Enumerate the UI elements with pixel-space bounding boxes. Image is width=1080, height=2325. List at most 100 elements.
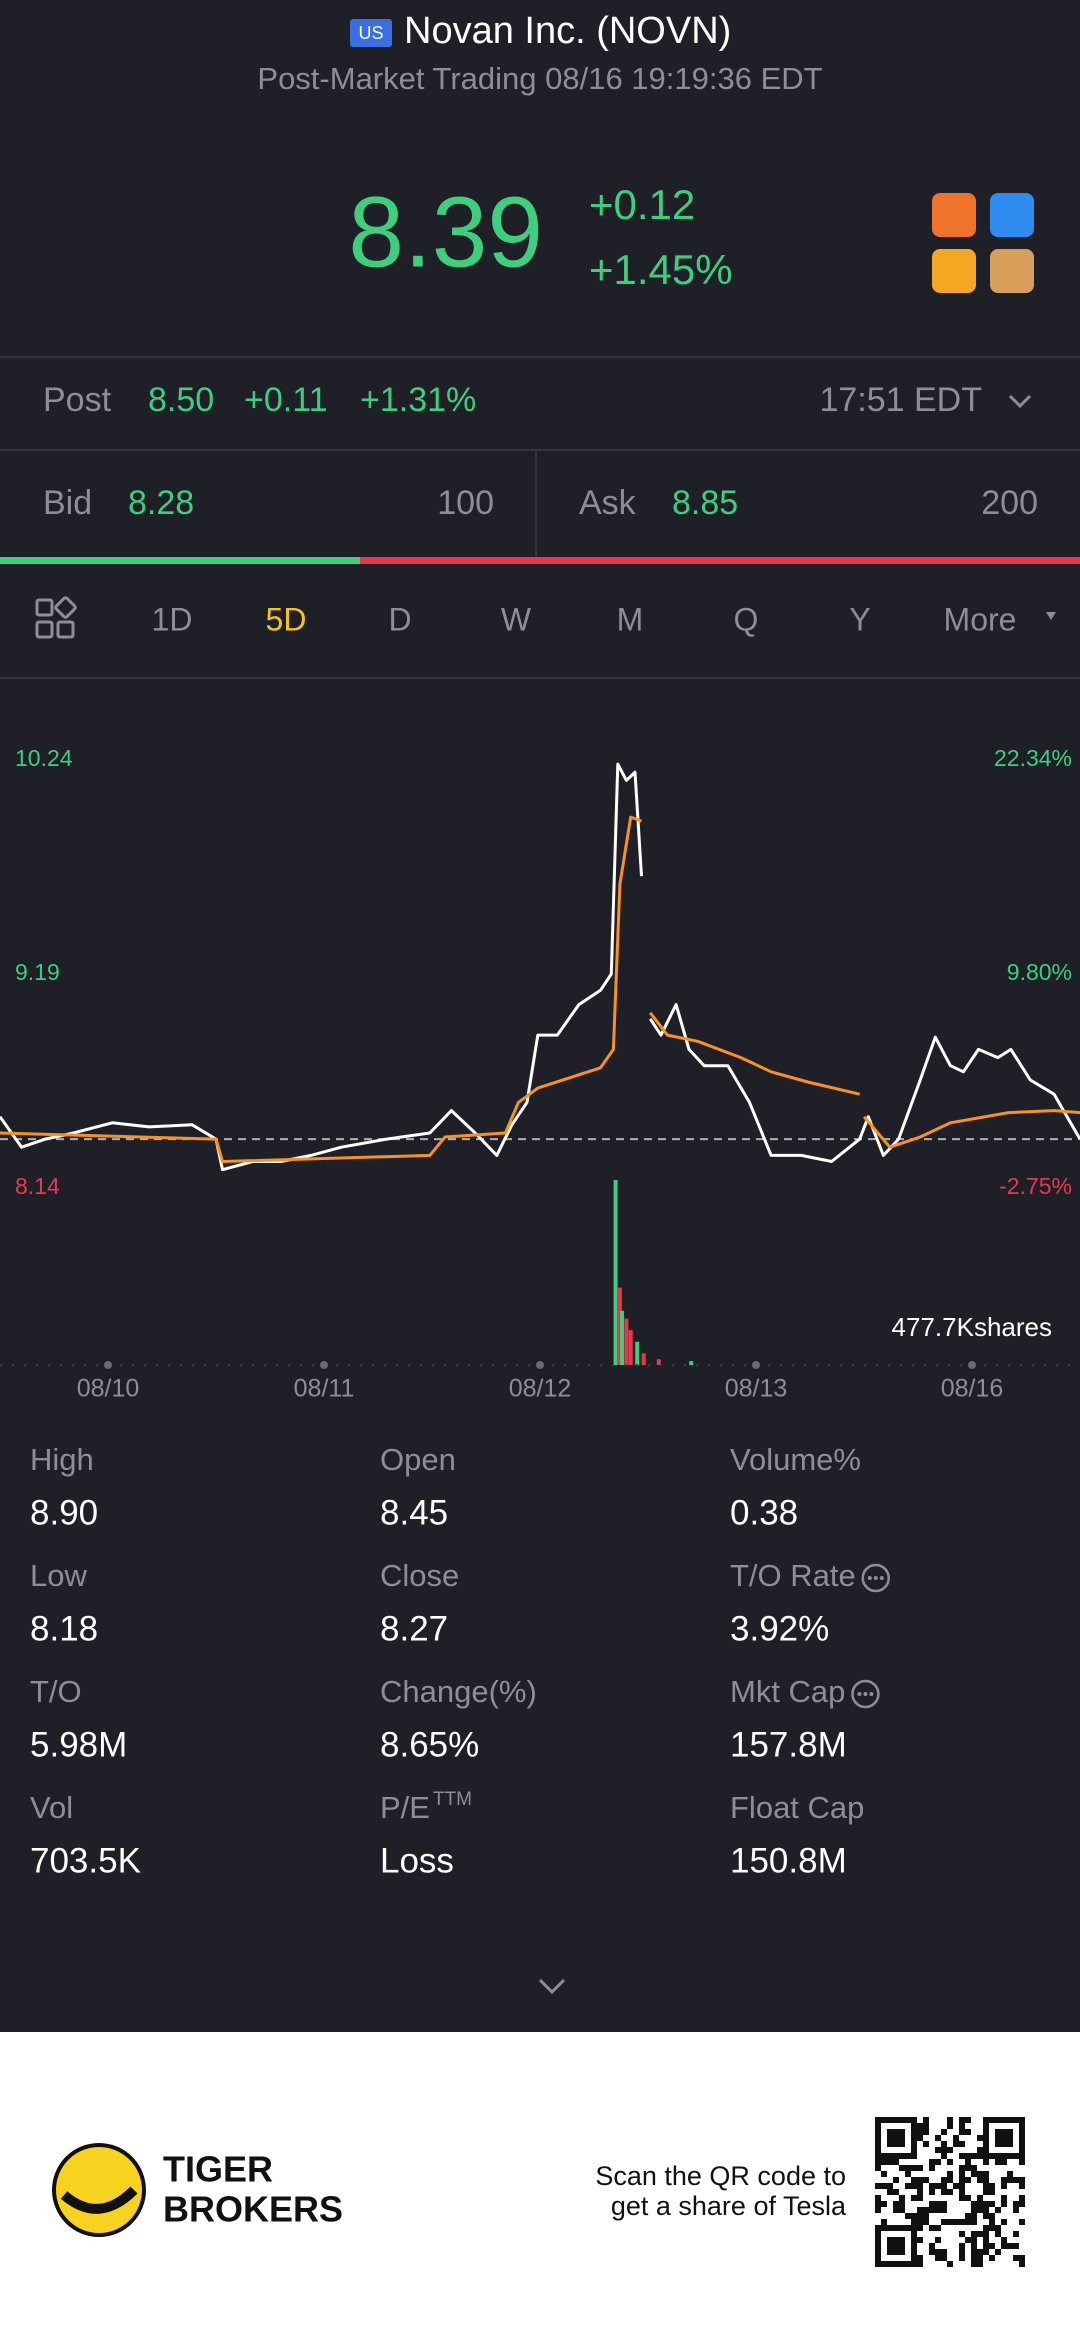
qr-cell [965, 2129, 971, 2135]
volume-bar [689, 1361, 694, 1365]
qr-cell [899, 2195, 905, 2201]
period-tab[interactable]: 1D [152, 601, 193, 637]
qr-cell [911, 2183, 917, 2189]
qr-cell [1019, 2147, 1025, 2153]
feature-icons[interactable] [932, 193, 1034, 293]
qr-cell [881, 2219, 887, 2225]
qr-cell [947, 2189, 953, 2195]
qr-cell [959, 2165, 965, 2171]
qr-cell [893, 2225, 899, 2231]
qr-cell [875, 2225, 881, 2231]
x-tick [968, 1361, 976, 1369]
qr-cell [905, 2213, 911, 2219]
info-icon[interactable] [861, 1563, 891, 1593]
qr-cell [911, 2243, 917, 2249]
qr-cell [875, 2249, 881, 2255]
dropdown-chevron[interactable] [1008, 394, 1032, 409]
bid-size: 100 [437, 484, 494, 522]
qr-cell [917, 2207, 923, 2213]
qr-cell [881, 2183, 887, 2189]
info-circle [861, 1563, 891, 1593]
ask-size: 200 [981, 484, 1038, 522]
qr-cell [1001, 2243, 1007, 2249]
qr-cell [881, 2261, 887, 2267]
qr-cell [971, 2153, 977, 2159]
ask-bar [360, 557, 1080, 564]
qr-cell [887, 2183, 893, 2189]
info-dot [867, 1576, 872, 1580]
qr-cell [1001, 2183, 1007, 2189]
qr-cell [887, 2129, 893, 2135]
qr-cell [989, 2117, 995, 2123]
expand-chevron[interactable] [538, 1978, 566, 1995]
icon[interactable] [932, 193, 976, 237]
icon[interactable] [990, 249, 1034, 293]
qr-cell [1001, 2201, 1007, 2207]
stat-label: Open [380, 1442, 456, 1477]
qr-cell [929, 2159, 935, 2165]
qr-cell [971, 2165, 977, 2171]
qr-cell [935, 2183, 941, 2189]
qr-cell [893, 2159, 899, 2165]
qr-cell [965, 2153, 971, 2159]
qr-cell [971, 2255, 977, 2261]
qr-cell [917, 2219, 923, 2225]
qr-cell [1019, 2153, 1025, 2159]
qr-cell [935, 2237, 941, 2243]
qr-cell [989, 2201, 995, 2207]
bid-label: Bid [43, 484, 92, 522]
qr-cell [989, 2255, 995, 2261]
icon[interactable] [932, 249, 976, 293]
period-tab[interactable]: 5D [266, 601, 307, 637]
qr-cell [893, 2243, 899, 2249]
period-tab[interactable]: More [944, 601, 1017, 637]
qr-cell [893, 2141, 899, 2147]
layout-icon[interactable] [35, 596, 77, 639]
qr-cell [947, 2261, 953, 2267]
post-price: 8.50 [148, 381, 214, 419]
qr-cell [977, 2153, 983, 2159]
post-time: 17:51 EDT [819, 381, 982, 419]
period-tab[interactable]: Q [734, 601, 759, 637]
volume-bar [617, 1287, 622, 1365]
volume-bar [620, 1310, 625, 1365]
qr-cell [911, 2117, 917, 2123]
qr-cell [899, 2165, 905, 2171]
info-icon[interactable] [851, 1679, 880, 1709]
qr-cell [971, 2261, 977, 2267]
qr-cell [995, 2159, 1001, 2165]
stat-label: Float Cap [730, 1790, 864, 1825]
info-circle [851, 1679, 880, 1709]
qr-cell [875, 2159, 881, 2165]
qr-cell [1013, 2207, 1019, 2213]
period-tab[interactable]: W [501, 601, 532, 637]
qr-cell [1001, 2117, 1007, 2123]
qr-cell [875, 2201, 881, 2207]
qr-cell [989, 2189, 995, 2195]
qr-cell [959, 2231, 965, 2237]
period-tab[interactable]: D [388, 601, 411, 637]
qr-cell [875, 2261, 881, 2267]
qr-cell [929, 2225, 935, 2231]
qr-cell [965, 2213, 971, 2219]
icon[interactable] [990, 193, 1034, 237]
qr-cell [1019, 2261, 1025, 2267]
period-tab[interactable]: Y [849, 601, 870, 637]
qr-cell [971, 2219, 977, 2225]
qr-cell [1013, 2201, 1019, 2207]
more-arrow[interactable] [1046, 612, 1056, 620]
qr-cell [983, 2249, 989, 2255]
stat-value: 8.18 [30, 1609, 98, 1648]
qr-cell [917, 2189, 923, 2195]
x-tick [104, 1361, 112, 1369]
subtitle: Post-Market Trading 08/16 19:19:36 EDT [257, 61, 822, 96]
qr-cell [977, 2255, 983, 2261]
qr-cell [887, 2135, 893, 2141]
price-line [0, 815, 1080, 1163]
qr-cell [983, 2135, 989, 2141]
qr-cell [959, 2117, 965, 2123]
period-tab[interactable]: M [617, 601, 644, 637]
qr-cell [887, 2261, 893, 2267]
